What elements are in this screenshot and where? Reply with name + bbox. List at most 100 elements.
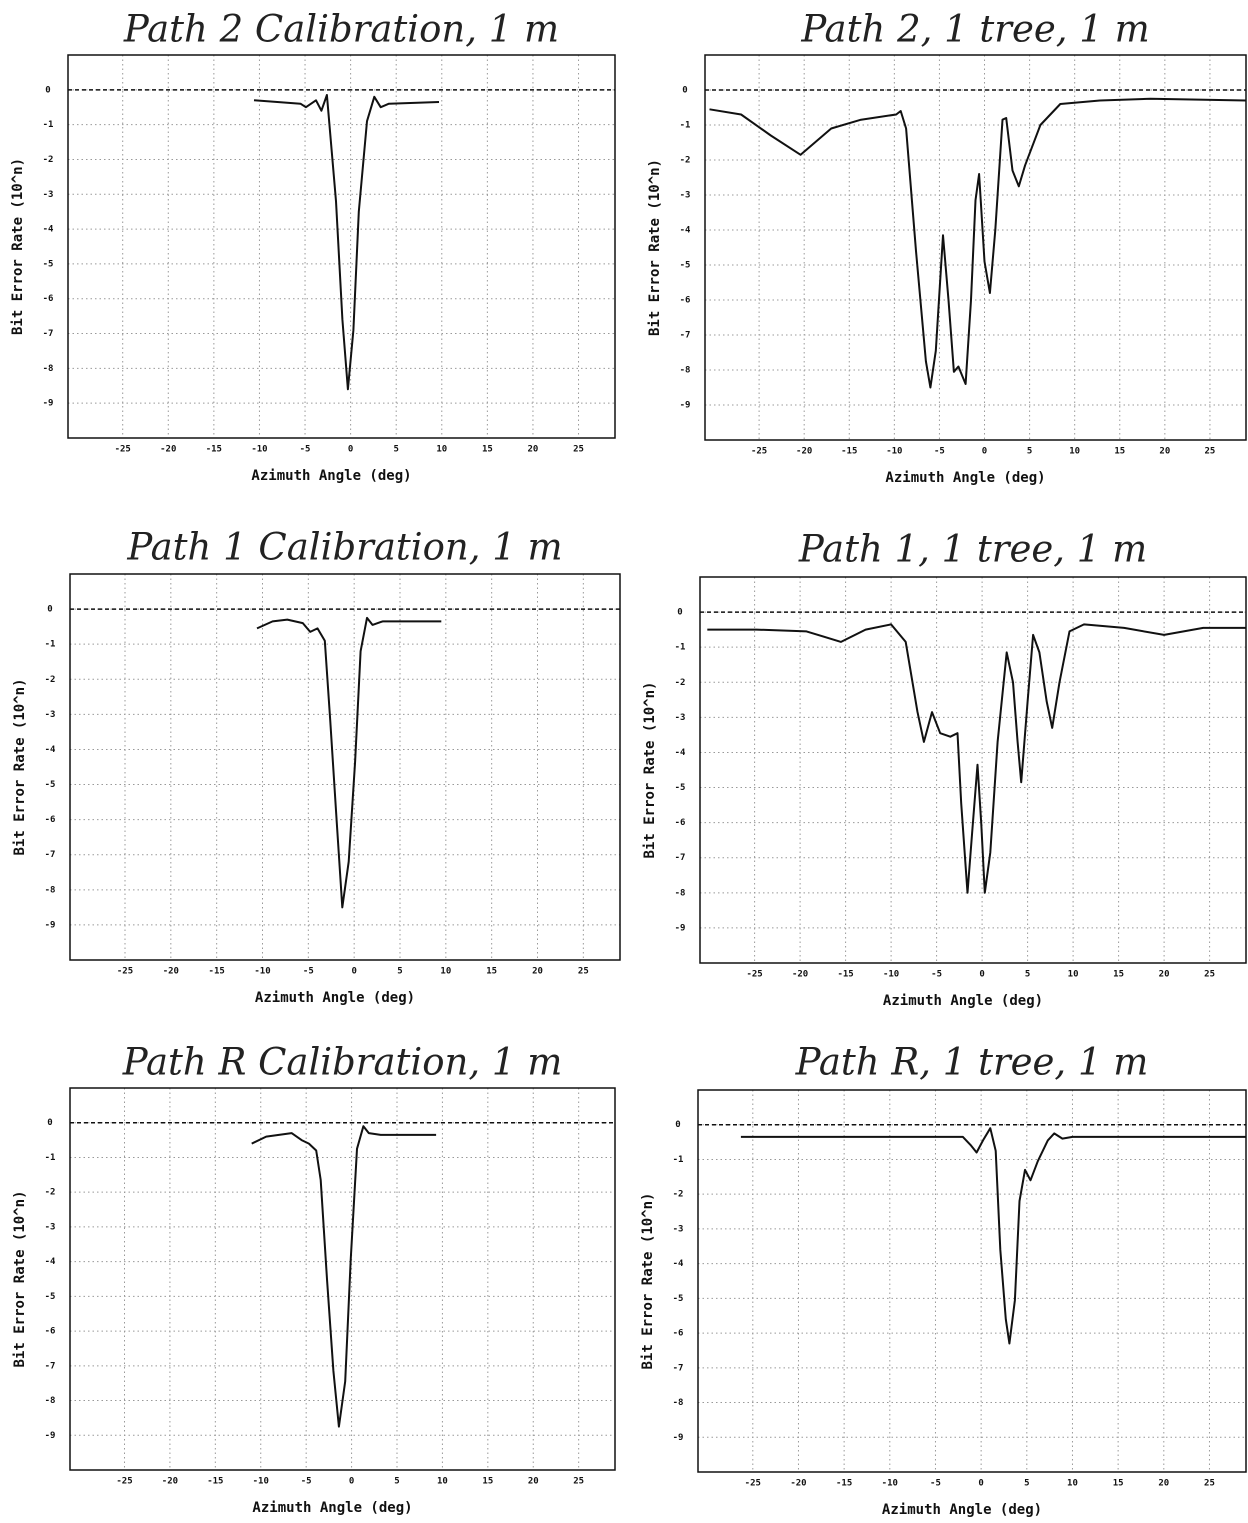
y-tick-label: 0	[675, 1120, 680, 1130]
x-tick-label: 0	[351, 967, 356, 977]
x-tick-label: -25	[746, 970, 762, 980]
x-tick-label: 20	[528, 445, 539, 455]
chart-title: Path R, 1 tree, 1 m	[795, 1041, 1149, 1084]
x-tick-label: 10	[440, 967, 451, 977]
x-tick-label: -15	[836, 1479, 852, 1489]
x-tick-label: -20	[162, 1477, 178, 1487]
chart-panel: Path 2, 1 tree, 1 m-25 -20 -15 -10 -5 0 5 10 15 2…	[647, 8, 1247, 486]
y-tick-label: -2	[680, 156, 691, 166]
y-tick-label: -3	[45, 1222, 56, 1232]
y-tick-label: -8	[680, 366, 691, 376]
x-tick-label: 20	[1159, 447, 1170, 457]
x-tick-label: 0	[348, 445, 353, 455]
x-tick-label: -20	[792, 970, 808, 980]
y-tick-label: -4	[45, 745, 56, 755]
y-tick-label: -7	[680, 331, 691, 341]
chart-title: Path 2, 1 tree, 1 m	[800, 8, 1149, 51]
x-tick-label: 20	[1159, 970, 1170, 980]
data-line	[740, 1127, 1246, 1345]
x-axis-label: Azimuth Angle (deg)	[883, 993, 1043, 1009]
x-tick-label: 25	[573, 1477, 584, 1487]
y-tick-label: -6	[43, 294, 54, 304]
y-tick-label: -1	[45, 1153, 56, 1163]
x-tick-label: -15	[837, 970, 853, 980]
x-tick-label: 10	[1067, 1479, 1078, 1489]
y-tick-label: -4	[43, 225, 54, 235]
data-line	[707, 623, 1246, 894]
y-tick-label: -4	[680, 226, 691, 236]
y-tick-label: -7	[673, 1363, 684, 1373]
x-tick-label: -25	[745, 1479, 761, 1489]
x-tick-label: 15	[1113, 1479, 1124, 1489]
x-tick-label: -15	[207, 1477, 223, 1487]
y-tick-label: -7	[45, 1361, 56, 1371]
y-tick-label: -8	[43, 364, 54, 374]
x-tick-label: 10	[437, 1477, 448, 1487]
y-tick-label: -5	[680, 261, 691, 271]
x-tick-label: -10	[251, 445, 267, 455]
chart-title: Path R Calibration, 1 m	[122, 1041, 563, 1084]
x-tick-label: -20	[796, 447, 812, 457]
y-tick-label: -5	[45, 780, 56, 790]
data-line	[709, 97, 1247, 389]
y-tick-label: -1	[45, 640, 56, 650]
y-tick-label: -4	[675, 748, 686, 758]
y-tick-label: -3	[680, 191, 691, 201]
x-axis-label: Azimuth Angle (deg)	[255, 990, 415, 1006]
y-tick-label: 0	[677, 608, 682, 618]
y-tick-label: -7	[43, 329, 54, 339]
x-tick-label: -25	[116, 1477, 132, 1487]
x-tick-label: 15	[1114, 447, 1125, 457]
x-axis-label: Azimuth Angle (deg)	[885, 470, 1045, 486]
x-tick-label: 5	[397, 967, 402, 977]
y-tick-label: -6	[675, 818, 686, 828]
x-axis-label: Azimuth Angle (deg)	[251, 468, 411, 484]
y-tick-label: -9	[673, 1433, 684, 1443]
y-tick-label: -4	[45, 1257, 56, 1267]
y-tick-label: -8	[45, 885, 56, 895]
x-tick-label: -20	[790, 1479, 806, 1489]
y-axis-label: Bit Error Rate (10^n)	[12, 1190, 28, 1367]
y-tick-label: -9	[45, 1431, 56, 1441]
x-tick-label: 25	[573, 445, 584, 455]
chart-title: Path 2 Calibration, 1 m	[123, 8, 559, 51]
y-tick-label: -5	[673, 1294, 684, 1304]
x-tick-label: 25	[1205, 447, 1216, 457]
y-tick-label: 0	[682, 86, 687, 96]
y-tick-label: -9	[43, 399, 54, 409]
x-tick-label: -5	[930, 1479, 941, 1489]
y-tick-label: -1	[673, 1155, 684, 1165]
y-axis-label: Bit Error Rate (10^n)	[12, 678, 28, 855]
y-tick-label: -8	[675, 888, 686, 898]
x-tick-label: 0	[349, 1477, 354, 1487]
y-tick-label: -3	[673, 1224, 684, 1234]
x-tick-label: 20	[528, 1477, 539, 1487]
x-tick-label: 15	[482, 1477, 493, 1487]
x-tick-label: -10	[253, 1477, 269, 1487]
chart-panel: Path 2 Calibration, 1 m-25 -20 -15 -10 -5 0 5 1…	[10, 8, 616, 484]
y-tick-label: -5	[43, 259, 54, 269]
x-axis-label: Azimuth Angle (deg)	[252, 1500, 412, 1516]
y-tick-label: 0	[47, 1118, 52, 1128]
chart-title: Path 1, 1 tree, 1 m	[798, 528, 1147, 571]
x-tick-label: 15	[482, 445, 493, 455]
y-tick-label: -1	[675, 643, 686, 653]
y-tick-label: -5	[675, 783, 686, 793]
chart-panel: Path R, 1 tree, 1 m-25 -20 -15 -10 -5 0 5 10 15 2…	[640, 1041, 1247, 1518]
x-tick-label: 15	[1113, 970, 1124, 980]
x-tick-label: -20	[163, 967, 179, 977]
y-tick-label: -3	[43, 190, 54, 200]
x-tick-label: 0	[978, 1479, 983, 1489]
y-tick-label: -6	[45, 1327, 56, 1337]
y-tick-label: -2	[45, 1188, 56, 1198]
y-tick-label: -8	[673, 1398, 684, 1408]
y-tick-label: -9	[675, 923, 686, 933]
y-tick-label: -9	[680, 401, 691, 411]
x-tick-label: 5	[393, 445, 398, 455]
y-tick-label: -2	[675, 678, 686, 688]
x-tick-label: 25	[578, 967, 589, 977]
chart-panel: Path 1, 1 tree, 1 m-25 -20 -15 -10 -5 0 5 10 15 2…	[642, 528, 1247, 1009]
plot-frame	[704, 54, 1247, 441]
